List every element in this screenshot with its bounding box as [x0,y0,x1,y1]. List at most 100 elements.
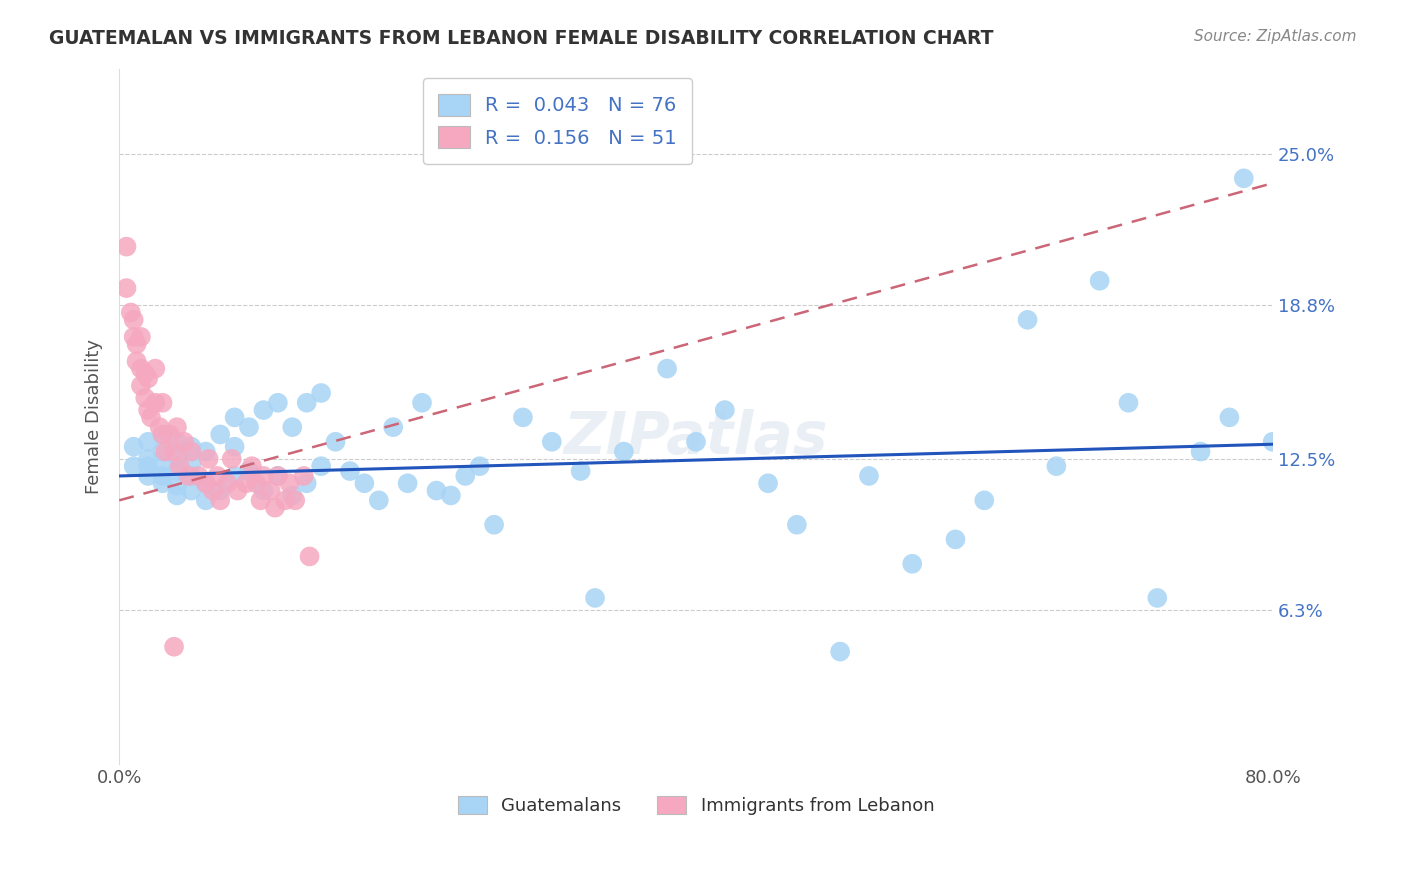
Point [583,591,606,605]
Point [180,440,202,454]
Point [264,500,287,515]
Point [396,476,419,491]
Point [252,483,274,498]
Point [274,493,297,508]
Point [353,476,375,491]
Point [540,434,562,449]
Point [267,396,290,410]
Point [411,396,433,410]
Point [235,476,257,491]
Point [152,469,174,483]
Point [221,451,243,466]
Point [382,420,405,434]
Point [180,469,202,483]
Point [136,403,159,417]
Point [166,420,188,434]
Point [152,427,174,442]
Point [226,483,249,498]
Point [163,640,186,654]
Point [122,459,145,474]
Point [152,396,174,410]
Point [685,434,707,449]
Point [136,434,159,449]
Point [245,476,267,491]
Point [201,483,224,498]
Point [115,281,138,295]
Point [129,330,152,344]
Point [468,459,491,474]
Point [152,476,174,491]
Point [180,444,202,458]
Point [136,459,159,474]
Text: ZIPatlas: ZIPatlas [564,409,828,466]
Point [224,410,246,425]
Point [122,440,145,454]
Point [512,410,534,425]
Point [129,378,152,392]
Point [267,469,290,483]
Point [166,479,188,493]
Point [136,469,159,483]
Point [207,469,229,483]
Point [152,444,174,458]
Point [309,459,332,474]
Point [569,464,592,478]
Point [298,549,321,564]
Point [786,517,808,532]
Point [1146,591,1168,605]
Point [325,434,347,449]
Point [125,337,148,351]
Point [1261,434,1284,449]
Point [292,469,315,483]
Point [149,420,172,434]
Point [134,391,156,405]
Point [194,493,217,508]
Point [295,476,318,491]
Point [1118,396,1140,410]
Point [1088,274,1111,288]
Point [281,420,304,434]
Point [252,469,274,483]
Point [259,483,281,498]
Point [945,533,967,547]
Point [613,444,636,458]
Point [155,444,177,458]
Point [655,361,678,376]
Legend: Guatemalans, Immigrants from Lebanon: Guatemalans, Immigrants from Lebanon [449,787,943,824]
Point [454,469,477,483]
Point [425,483,447,498]
Point [830,644,852,658]
Point [1218,410,1240,425]
Point [1233,171,1256,186]
Point [139,410,162,425]
Point [122,330,145,344]
Point [166,464,188,478]
Point [152,427,174,442]
Point [194,476,217,491]
Point [120,305,142,319]
Point [1017,313,1039,327]
Point [180,483,202,498]
Point [238,464,260,478]
Point [194,444,217,458]
Point [197,451,219,466]
Point [973,493,995,508]
Point [756,476,779,491]
Point [166,434,188,449]
Point [252,403,274,417]
Point [240,459,263,474]
Point [169,459,191,474]
Point [163,444,186,458]
Point [194,476,217,491]
Point [339,464,361,478]
Point [180,457,202,471]
Point [367,493,389,508]
Point [143,396,166,410]
Point [209,483,232,498]
Point [249,493,271,508]
Point [173,434,195,449]
Point [714,403,737,417]
Point [281,488,304,502]
Point [209,493,232,508]
Point [217,476,239,491]
